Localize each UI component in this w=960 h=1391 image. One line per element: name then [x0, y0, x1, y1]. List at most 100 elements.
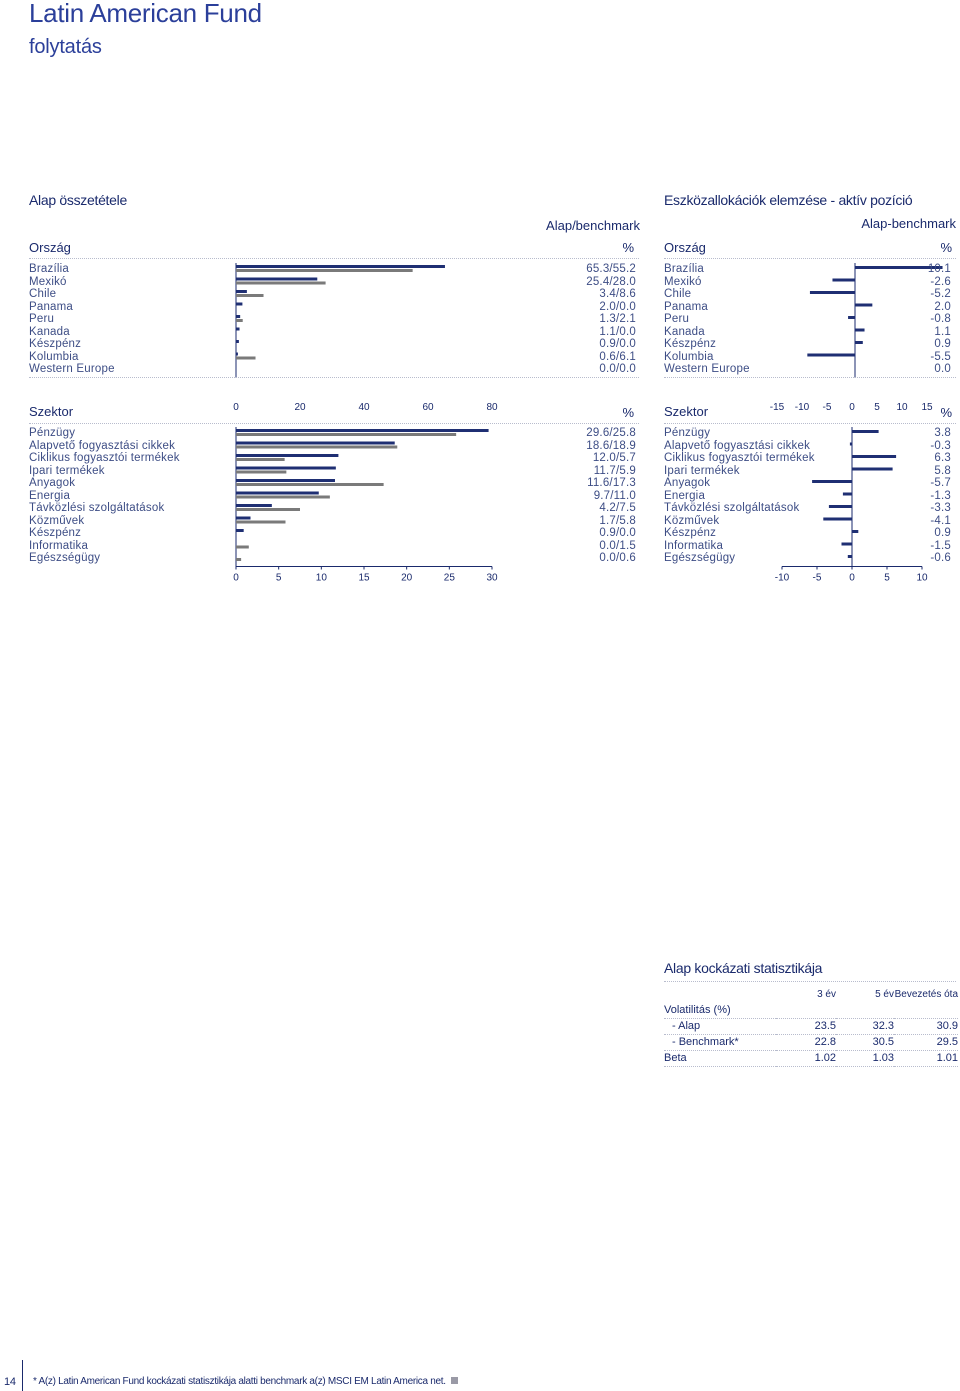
- active-bar: [809, 291, 855, 294]
- active-bar: [855, 328, 865, 332]
- fund-bar: [236, 315, 241, 318]
- active-sector-label: Szektor: [664, 404, 709, 419]
- active-bar: [828, 505, 852, 508]
- divider: [29, 423, 639, 424]
- benchmark-bar: [236, 269, 413, 272]
- active-country-label: Kolumbia: [664, 350, 714, 363]
- country-value: 0.6/6.1: [599, 350, 636, 363]
- fund-bar: [236, 504, 272, 507]
- footer-note-text: * A(z) Latin American Fund kockázati sta…: [33, 1376, 446, 1387]
- top-tick-label: 40: [358, 402, 370, 413]
- active-bar: [855, 266, 943, 269]
- composition-unit: %: [622, 240, 634, 255]
- benchmark-bar: [236, 294, 264, 297]
- risk-cell: 32.3: [872, 1020, 894, 1032]
- active-sector-label: Alapvető fogyasztási cikkek: [664, 439, 811, 452]
- sector-value: 11.7/5.9: [593, 464, 636, 477]
- bottom-tick-label: 30: [486, 573, 498, 584]
- risk-row-label: - Benchmark*: [672, 1036, 739, 1048]
- benchmark-bar: [236, 545, 249, 549]
- sector-label: Ipari termékek: [29, 464, 105, 477]
- active-bar: [807, 353, 855, 357]
- fund-bar: [236, 529, 244, 532]
- fund-bar: [236, 265, 445, 268]
- country-label: Mexikó: [29, 275, 67, 288]
- sector-value: 11.6/17.3: [587, 477, 636, 489]
- divider: [29, 258, 639, 259]
- risk-table: 3 év 5 év Bevezetés óta Volatilitás (%) …: [664, 986, 958, 1067]
- bottom-tick-label: -10: [775, 573, 790, 584]
- country-label: Brazília: [29, 263, 69, 275]
- page-number: 14: [4, 1376, 16, 1388]
- divider: [664, 377, 956, 378]
- risk-header-3y: 3 év: [817, 988, 836, 1000]
- active-country-value: 0.9: [934, 338, 951, 350]
- active-bar: [855, 303, 873, 307]
- fund-bar: [236, 277, 318, 281]
- benchmark-bar: [236, 558, 242, 561]
- bottom-tick-label: 5: [276, 573, 282, 584]
- active-sector-label: Közművek: [664, 514, 720, 527]
- risk-cell: 1.02: [814, 1052, 836, 1064]
- divider: [664, 423, 956, 424]
- active-sector-label: Távközlési szolgáltatások: [664, 502, 800, 514]
- active-country-label: Chile: [664, 288, 692, 300]
- risk-cell: 22.8: [814, 1036, 836, 1048]
- active-country-label: Készpénz: [664, 338, 717, 350]
- bottom-tick-label: 15: [358, 573, 370, 584]
- active-sector-label: Készpénz: [664, 527, 717, 539]
- top-tick-label: -5: [823, 402, 832, 413]
- active-sector-value: -1.3: [930, 489, 951, 502]
- active-bar: [852, 530, 859, 533]
- page-subtitle: folytatás: [29, 36, 102, 58]
- active-country-label: Mexikó: [664, 275, 702, 288]
- active-country-label: Ország: [664, 240, 706, 255]
- risk-cell: 1.03: [872, 1052, 894, 1064]
- country-label: Panama: [29, 300, 74, 313]
- sector-label: Közművek: [29, 514, 85, 527]
- active-country-value: -2.6: [930, 275, 951, 288]
- risk-cell: 30.9: [936, 1020, 958, 1032]
- risk-cell: [894, 1002, 958, 1018]
- active-sector-label: Pénzügy: [664, 427, 711, 439]
- active-country-value: 1.1: [934, 325, 951, 338]
- composition-sector-label: Szektor: [29, 404, 74, 419]
- benchmark-bar: [236, 458, 285, 461]
- benchmark-bar: [236, 281, 326, 285]
- benchmark-bar: [236, 483, 384, 486]
- active-sector-value: -3.3: [930, 502, 951, 514]
- sector-value: 0.9/0.0: [599, 527, 636, 539]
- sector-label: Egészségügy: [29, 552, 101, 564]
- fund-bar: [236, 441, 395, 445]
- fund-bar: [236, 466, 336, 470]
- active-sector-value: -0.3: [930, 439, 951, 452]
- composition-title: Alap összetétele: [29, 192, 127, 208]
- active-country-label: Western Europe: [664, 363, 750, 375]
- active-sector-value: 0.9: [934, 527, 951, 539]
- active-sector-label: Informatika: [664, 539, 724, 552]
- fund-bar: [236, 340, 239, 343]
- active-bar: [855, 341, 863, 344]
- top-tick-label: 20: [294, 402, 306, 413]
- bottom-tick-label: 25: [444, 573, 456, 584]
- risk-title: Alap kockázati statisztikája: [664, 960, 823, 976]
- active-unit: %: [940, 240, 952, 255]
- sector-label: Pénzügy: [29, 427, 76, 439]
- fund-bar: [236, 516, 251, 520]
- page-title: Latin American Fund: [29, 0, 262, 28]
- country-value: 2.0/0.0: [599, 300, 636, 313]
- active-country-value: -5.5: [930, 350, 951, 363]
- fund-bar: [236, 302, 243, 306]
- sector-value: 12.0/5.7: [592, 452, 636, 464]
- active-country-value: -0.8: [930, 313, 951, 325]
- footer-note: * A(z) Latin American Fund kockázati sta…: [33, 1376, 459, 1387]
- fund-bar: [236, 290, 247, 293]
- active-sector-value: 5.8: [934, 464, 951, 477]
- country-value: 25.4/28.0: [586, 275, 636, 288]
- sector-value: 1.7/5.8: [599, 514, 636, 527]
- active-bar: [852, 455, 897, 458]
- risk-row-label: - Alap: [672, 1020, 701, 1032]
- fund-bar: [236, 429, 489, 432]
- divider: [664, 258, 956, 259]
- risk-row-label: Beta: [664, 1052, 687, 1064]
